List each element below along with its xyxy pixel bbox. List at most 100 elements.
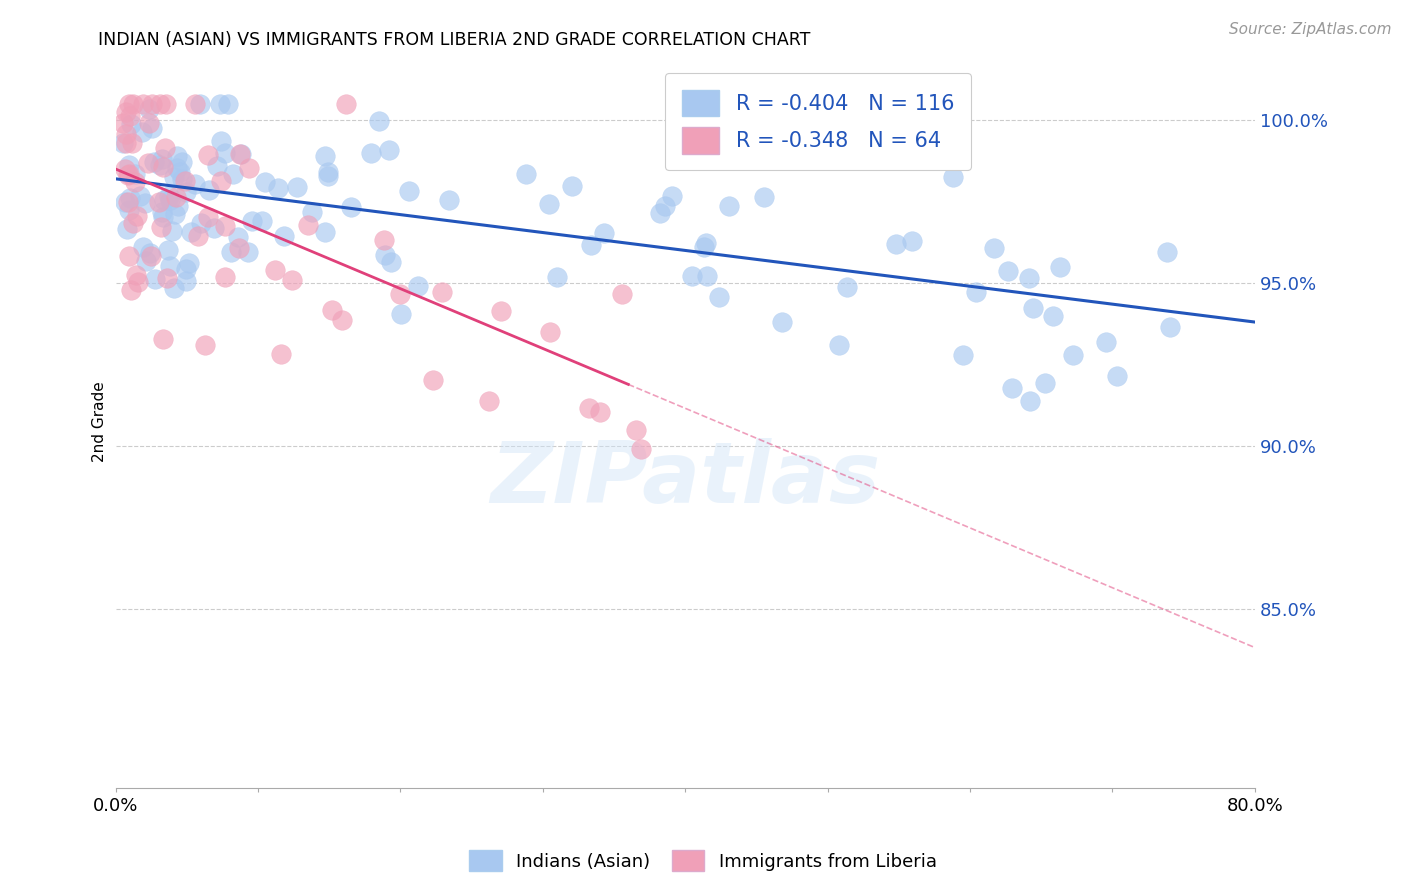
Point [170, 172, 193, 186]
Point [1159, 320, 1181, 334]
Point [125, 209, 148, 223]
Point [648, 205, 671, 219]
Point [335, 97, 357, 112]
Point [267, 181, 290, 195]
Point [1018, 271, 1040, 285]
Point [141, 97, 163, 112]
Point [368, 114, 391, 128]
Point [124, 175, 146, 189]
Legend: Indians (Asian), Immigrants from Liberia: Indians (Asian), Immigrants from Liberia [463, 843, 943, 879]
Point [389, 307, 412, 321]
Point [228, 241, 250, 255]
Point [139, 245, 162, 260]
Point [377, 144, 399, 158]
Point [152, 210, 174, 224]
Point [118, 109, 141, 123]
Point [121, 136, 143, 151]
Point [561, 179, 583, 194]
Point [380, 255, 402, 269]
Point [159, 194, 181, 208]
Point [117, 195, 139, 210]
Point [1042, 309, 1064, 323]
Point [149, 97, 172, 112]
Point [184, 97, 207, 112]
Point [157, 188, 180, 202]
Point [118, 191, 141, 205]
Point [143, 272, 166, 286]
Point [160, 224, 183, 238]
Point [214, 219, 236, 234]
Point [965, 285, 987, 299]
Point [273, 229, 295, 244]
Text: INDIAN (ASIAN) VS IMMIGRANTS FROM LIBERIA 2ND GRADE CORRELATION CHART: INDIAN (ASIAN) VS IMMIGRANTS FROM LIBERI… [98, 31, 811, 49]
Point [197, 211, 219, 225]
Point [374, 248, 396, 262]
Point [117, 167, 139, 181]
Point [114, 162, 136, 177]
Point [211, 174, 233, 188]
Point [610, 287, 633, 301]
Point [430, 285, 453, 299]
Point [174, 174, 197, 188]
Point [148, 194, 170, 209]
Point [118, 249, 141, 263]
Point [340, 200, 363, 214]
Point [314, 225, 336, 239]
Point [207, 159, 229, 173]
Point [589, 405, 612, 419]
Point [141, 121, 163, 136]
Point [217, 97, 239, 112]
Point [111, 136, 134, 151]
Point [112, 116, 135, 130]
Point [152, 161, 174, 175]
Point [707, 290, 730, 304]
Point [194, 337, 217, 351]
Point [477, 394, 499, 409]
Point [360, 145, 382, 160]
Point [128, 189, 150, 203]
Point [156, 271, 179, 285]
Point [214, 146, 236, 161]
Point [1095, 335, 1118, 350]
Point [884, 236, 907, 251]
Point [163, 169, 186, 184]
Point [835, 280, 858, 294]
Point [900, 234, 922, 248]
Point [214, 270, 236, 285]
Point [114, 195, 136, 210]
Point [139, 249, 162, 263]
Point [153, 141, 176, 155]
Point [264, 262, 287, 277]
Point [942, 169, 965, 184]
Point [240, 213, 263, 227]
Point [316, 165, 339, 179]
Point [221, 167, 243, 181]
Point [654, 199, 676, 213]
Point [117, 221, 139, 235]
Point [630, 442, 652, 456]
Point [489, 303, 512, 318]
Point [578, 401, 600, 415]
Point [202, 221, 225, 235]
Point [1062, 348, 1084, 362]
Point [1049, 260, 1071, 274]
Point [770, 315, 793, 329]
Point [546, 269, 568, 284]
Point [238, 161, 260, 175]
Point [236, 244, 259, 259]
Point [150, 152, 173, 166]
Point [120, 284, 142, 298]
Point [172, 154, 194, 169]
Point [132, 97, 155, 112]
Point [229, 147, 252, 161]
Point [165, 207, 187, 221]
Point [149, 158, 172, 172]
Point [538, 325, 561, 339]
Point [166, 149, 188, 163]
Point [114, 136, 136, 150]
Point [226, 230, 249, 244]
Point [661, 189, 683, 203]
Point [321, 302, 343, 317]
Point [197, 183, 219, 197]
Point [592, 226, 614, 240]
